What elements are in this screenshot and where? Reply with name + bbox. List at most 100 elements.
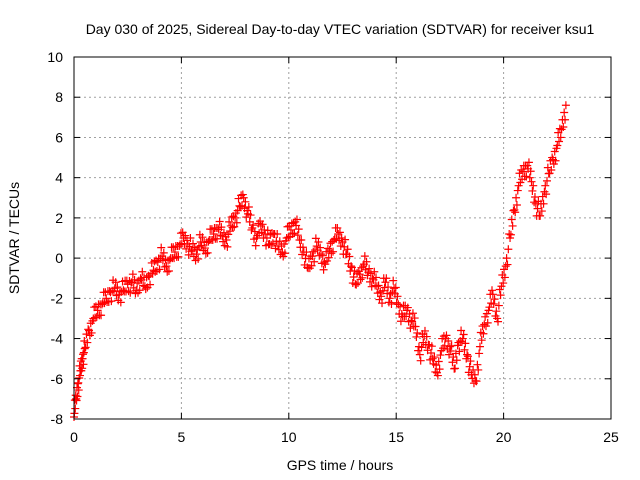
data-point [142,273,151,282]
data-point [284,233,293,242]
data-point [126,288,135,297]
x-tick-label: 15 [388,429,404,445]
data-point [125,277,134,286]
data-point [297,236,306,245]
data-point [489,299,498,308]
data-point [243,206,252,215]
data-point [111,278,120,287]
data-point [409,322,418,331]
data-point [219,237,228,246]
data-point [561,115,570,124]
data-point [189,252,198,261]
data-point [494,317,503,326]
data-point [209,229,218,238]
data-point [470,370,479,379]
data-point [219,228,228,237]
data-point [314,238,323,247]
data-point [389,276,398,285]
data-point [326,239,335,248]
data-point [434,357,443,366]
data-point [170,248,179,257]
data-point [112,291,121,300]
data-point [492,307,501,316]
data-point [316,243,325,252]
data-point [247,225,256,234]
data-point [186,234,195,242]
data-point [74,386,83,395]
y-tick-label: 0 [55,250,63,266]
data-point [455,347,464,356]
data-point [561,101,570,110]
data-point [483,318,492,327]
y-tick-label: -2 [51,290,64,306]
data-point [551,156,560,165]
data-point [378,299,387,308]
data-point [453,341,462,350]
data-point [241,197,250,206]
data-point [372,273,381,282]
data-point [486,290,495,299]
data-point [329,247,338,256]
data-point [324,253,333,262]
data-point [81,343,90,352]
x-tick-label: 0 [70,429,78,445]
data-point [157,243,166,252]
data-point [283,222,292,231]
data-point [499,279,508,288]
data-point [319,265,328,274]
data-point [318,251,327,260]
data-point [533,204,542,213]
data-point [345,252,354,261]
data-point [537,207,546,216]
data-point [79,360,88,369]
data-point [353,268,362,277]
data-point [374,281,383,290]
data-point [452,356,461,365]
data-point [187,247,196,256]
data-point [559,122,568,131]
x-tick-label: 5 [178,429,186,445]
data-point [162,262,171,271]
data-point [525,173,534,182]
data-point [108,286,117,295]
data-point [485,303,494,312]
data-point [249,221,258,230]
data-point [341,235,350,244]
y-tick-labels: -8 -6 -4 -2 0 2 4 6 8 10 [47,49,63,427]
data-point [426,355,435,364]
data-point [298,250,307,259]
data-point [203,248,212,257]
data-point [500,273,509,282]
data-point [464,368,473,377]
data-point [392,298,401,307]
data-point [358,273,367,282]
data-point [268,239,277,248]
data-point [427,342,436,351]
data-point [517,166,526,175]
data-point [505,229,514,238]
data-point [288,229,297,238]
data-point [391,283,400,292]
y-tick-label: -8 [51,411,64,427]
data-point [302,248,311,257]
data-point [461,339,470,348]
data-point [539,199,548,208]
data-point [527,177,536,186]
data-point [83,338,92,347]
data-point [444,336,453,345]
data-point [128,270,137,279]
data-point [79,348,88,357]
data-point [457,337,466,346]
data-point [406,324,415,333]
data-point [188,239,197,248]
data-point [412,332,421,341]
data-point [403,303,412,312]
data-point [116,298,125,307]
data-point [365,277,374,286]
data-point [217,223,226,232]
data-point [213,234,222,243]
data-point [435,365,444,374]
data-point [504,245,513,254]
data-point [512,193,521,202]
